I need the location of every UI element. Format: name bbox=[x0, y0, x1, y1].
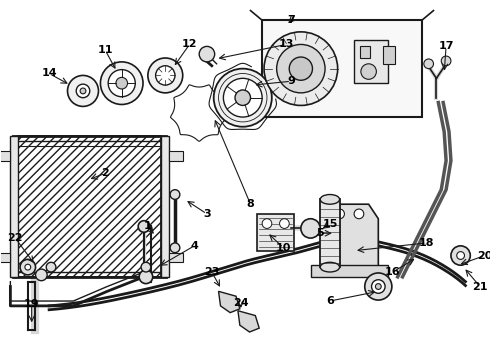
Circle shape bbox=[441, 56, 451, 66]
Text: 15: 15 bbox=[322, 219, 338, 229]
Text: 24: 24 bbox=[233, 298, 248, 308]
Polygon shape bbox=[330, 204, 378, 267]
Circle shape bbox=[25, 264, 31, 270]
Text: 8: 8 bbox=[246, 199, 254, 209]
Bar bbox=[169, 253, 183, 262]
Text: 23: 23 bbox=[204, 267, 220, 277]
Circle shape bbox=[199, 46, 215, 62]
Circle shape bbox=[277, 44, 325, 93]
Text: 22: 22 bbox=[7, 233, 23, 243]
Circle shape bbox=[264, 32, 338, 105]
Bar bbox=[161, 136, 169, 277]
Bar bbox=[0, 151, 10, 161]
Text: 16: 16 bbox=[385, 267, 401, 277]
Circle shape bbox=[451, 246, 470, 265]
Circle shape bbox=[80, 88, 86, 94]
Text: 19: 19 bbox=[24, 299, 40, 309]
Circle shape bbox=[156, 66, 175, 85]
Circle shape bbox=[36, 269, 47, 281]
Text: 4: 4 bbox=[191, 241, 198, 251]
Text: 5: 5 bbox=[317, 228, 324, 238]
Bar bbox=[354, 40, 388, 83]
Circle shape bbox=[457, 252, 465, 260]
Ellipse shape bbox=[320, 262, 340, 272]
Circle shape bbox=[280, 219, 289, 228]
Circle shape bbox=[170, 190, 180, 199]
Circle shape bbox=[68, 76, 98, 107]
Text: 6: 6 bbox=[326, 296, 334, 306]
Text: 20: 20 bbox=[477, 251, 490, 261]
Circle shape bbox=[223, 78, 262, 117]
Text: 3: 3 bbox=[203, 209, 211, 219]
Text: 14: 14 bbox=[41, 68, 57, 78]
Polygon shape bbox=[238, 311, 259, 332]
Bar bbox=[257, 214, 294, 251]
Bar bbox=[320, 199, 340, 267]
Text: 12: 12 bbox=[182, 40, 197, 49]
Circle shape bbox=[361, 64, 376, 79]
Polygon shape bbox=[219, 291, 240, 312]
Circle shape bbox=[108, 69, 135, 97]
Bar bbox=[0, 253, 10, 262]
Bar bbox=[383, 46, 395, 64]
Circle shape bbox=[301, 219, 320, 238]
Circle shape bbox=[289, 57, 313, 80]
Circle shape bbox=[170, 243, 180, 253]
Circle shape bbox=[116, 77, 127, 89]
Circle shape bbox=[138, 221, 150, 232]
Circle shape bbox=[139, 270, 153, 284]
Bar bbox=[262, 20, 422, 117]
Text: 21: 21 bbox=[472, 282, 488, 292]
Text: 2: 2 bbox=[101, 168, 109, 178]
Circle shape bbox=[365, 273, 392, 300]
Text: 1: 1 bbox=[144, 221, 152, 231]
Circle shape bbox=[424, 59, 434, 69]
Circle shape bbox=[141, 262, 151, 272]
Ellipse shape bbox=[320, 194, 340, 204]
Text: 18: 18 bbox=[419, 238, 435, 248]
Text: 11: 11 bbox=[98, 45, 113, 55]
Text: 9: 9 bbox=[287, 76, 295, 86]
Bar bbox=[360, 46, 369, 58]
Circle shape bbox=[354, 209, 364, 219]
Bar bbox=[18, 136, 161, 277]
Circle shape bbox=[148, 58, 183, 93]
Circle shape bbox=[20, 260, 36, 275]
Circle shape bbox=[214, 69, 272, 127]
Text: 13: 13 bbox=[279, 40, 294, 49]
Circle shape bbox=[76, 84, 90, 98]
Bar bbox=[10, 136, 18, 277]
Text: 17: 17 bbox=[439, 41, 454, 51]
Circle shape bbox=[262, 219, 272, 228]
Circle shape bbox=[375, 284, 381, 289]
Circle shape bbox=[100, 62, 143, 104]
Bar bbox=[311, 265, 388, 277]
Bar bbox=[169, 151, 183, 161]
Circle shape bbox=[371, 280, 385, 293]
Circle shape bbox=[46, 262, 56, 272]
Circle shape bbox=[235, 90, 250, 105]
Circle shape bbox=[335, 209, 344, 219]
Text: 10: 10 bbox=[276, 243, 291, 253]
Text: 7: 7 bbox=[287, 15, 295, 25]
